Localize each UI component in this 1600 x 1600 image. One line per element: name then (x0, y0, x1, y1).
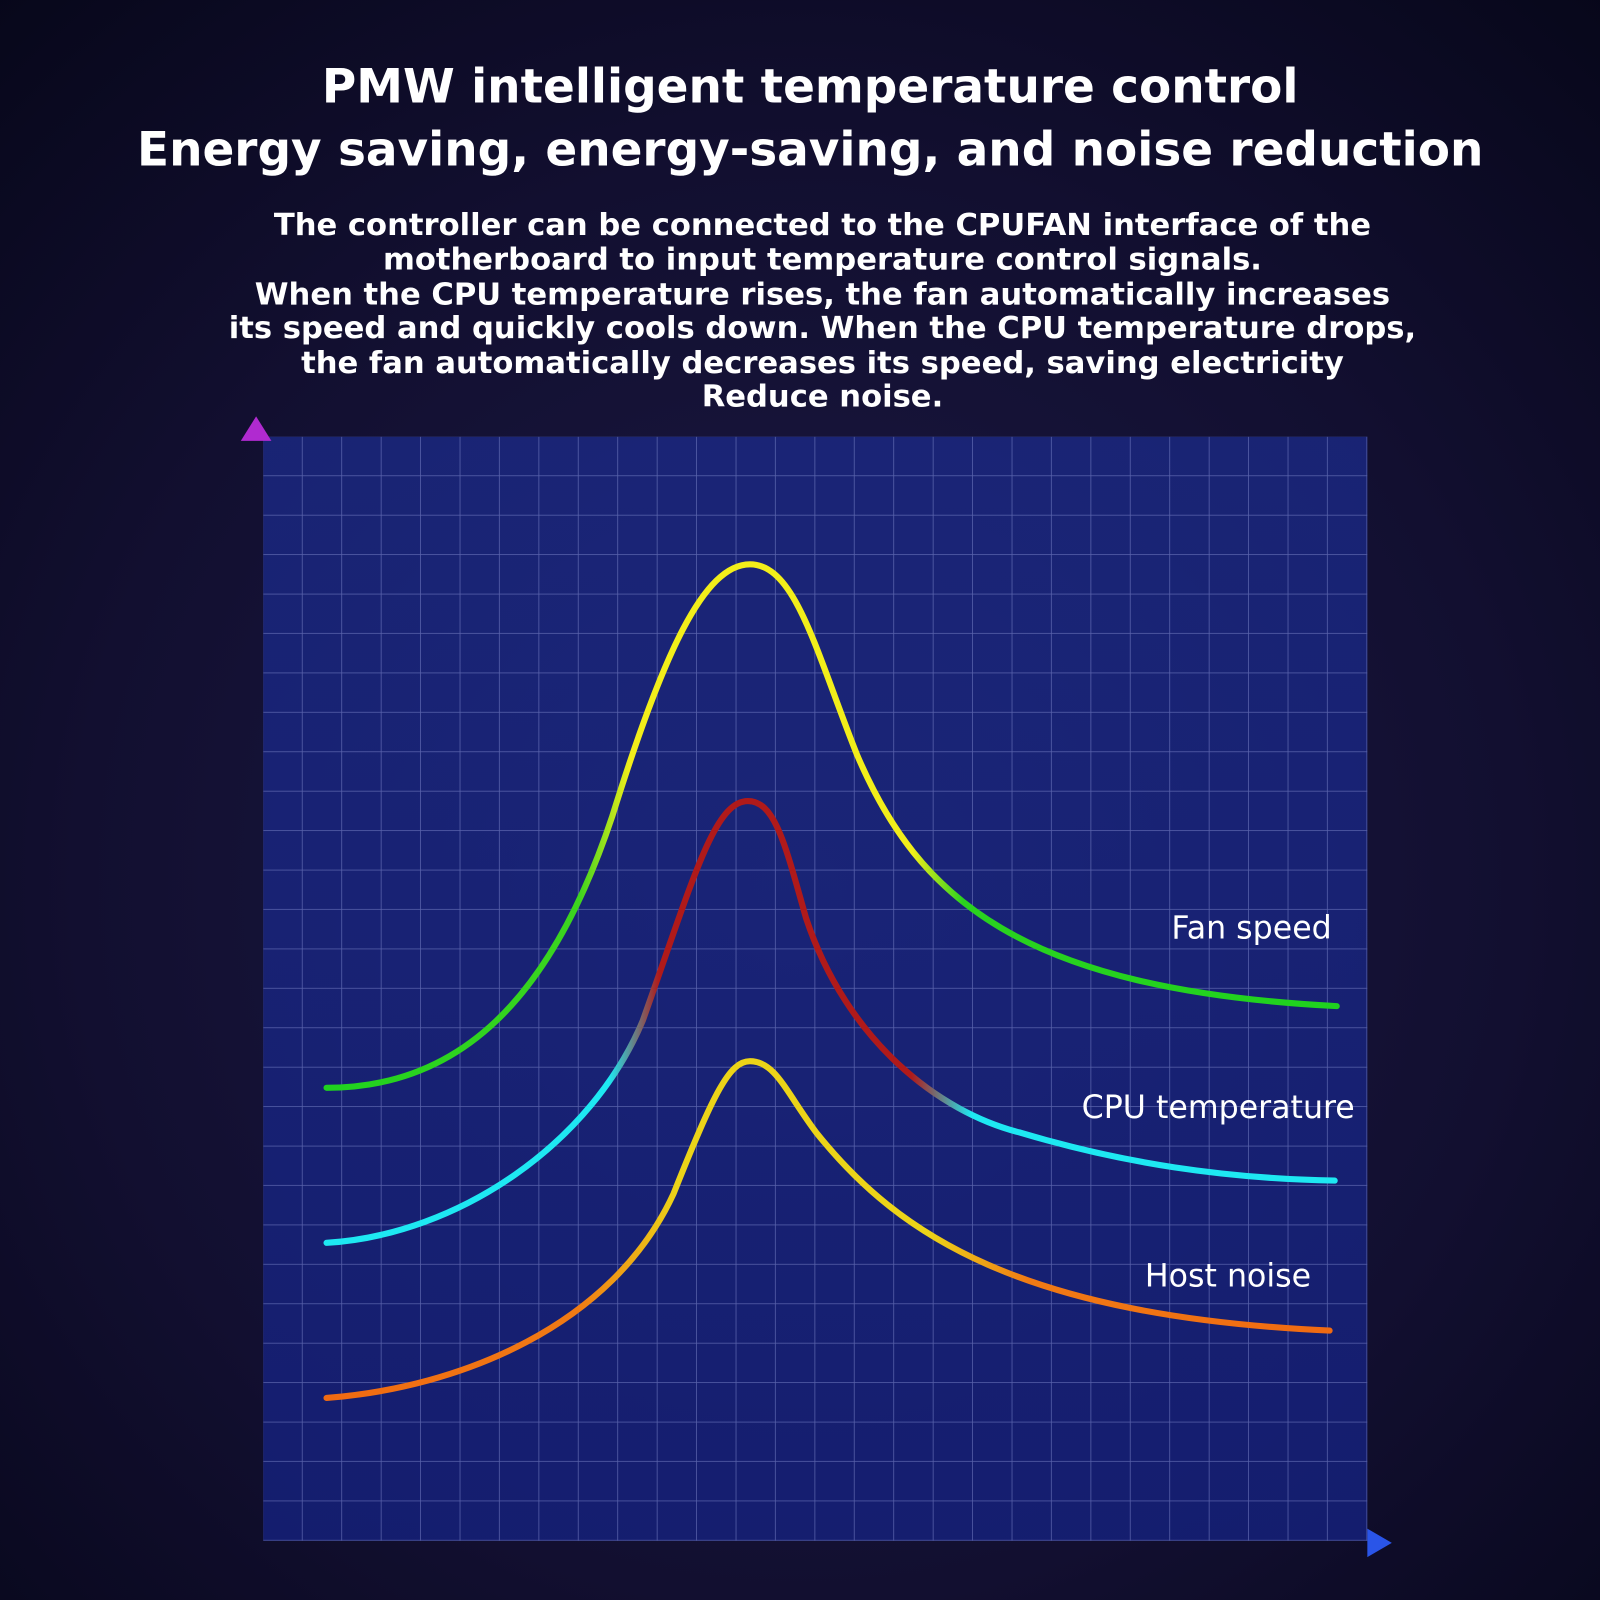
curve-label: Host noise (1145, 1259, 1311, 1295)
curve-label: CPU temperature (1082, 1090, 1355, 1126)
curve-label: Fan speed (1171, 911, 1331, 947)
grid (263, 436, 1368, 1541)
description-line: its speed and quickly cools down. When t… (229, 311, 1416, 346)
title: PMW intelligent temperature control (322, 59, 1299, 114)
fan-speed-curve (323, 561, 1340, 1091)
y-arrow (240, 416, 272, 441)
description-line: Reduce noise. (702, 379, 944, 414)
description-line: When the CPU temperature rises, the fan … (255, 277, 1390, 312)
cpu-temperature-curve (323, 797, 1338, 1246)
description-line: motherboard to input temperature control… (383, 243, 1262, 278)
description-line: The controller can be connected to the C… (274, 208, 1371, 243)
description-line: the fan automatically decreases its spee… (301, 346, 1344, 381)
title: Energy saving, energy-saving, and noise … (137, 123, 1483, 178)
x-arrow (1367, 1528, 1392, 1558)
description: The controller can be connected to the C… (229, 208, 1416, 414)
host-noise-curve (323, 1058, 1333, 1402)
